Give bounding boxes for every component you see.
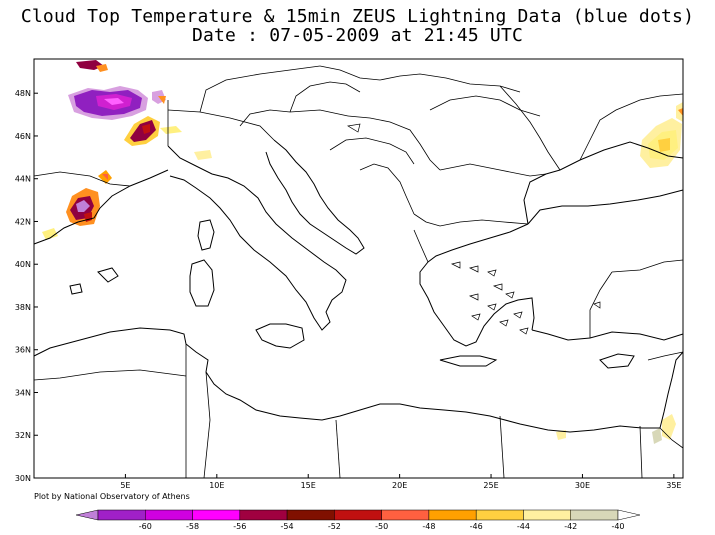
lat-tick-label: 46N	[15, 132, 31, 141]
map-date: Date : 07-05-2009 at 21:45 UTC	[191, 25, 524, 46]
colorbar-segment	[286, 509, 335, 521]
colorbar-label: -52	[328, 522, 341, 531]
aegean-islands	[347, 123, 601, 335]
lon-tick-label: 35E	[666, 481, 681, 490]
cloud-top-patches	[42, 60, 683, 444]
colorbar: -60 -58 -56 -54 -52 -50 -48 -46 -44 -42 -40	[75, 509, 641, 531]
lon-tick-label: 30E	[575, 481, 590, 490]
country-borders	[33, 65, 684, 479]
colorbar-segment	[570, 509, 619, 521]
lon-tick-label: 25E	[483, 481, 498, 490]
colorbar-label: -60	[139, 522, 152, 531]
colorbar-segment	[475, 509, 524, 521]
map-frame	[33, 58, 684, 479]
credit-text: Plot by National Observatory of Athens	[34, 492, 190, 501]
lat-tick-label: 48N	[15, 89, 31, 98]
colorbar-segment	[192, 509, 241, 521]
colorbar-label: -44	[517, 522, 530, 531]
colorbar-label: -46	[470, 522, 483, 531]
lon-tick-label: 15E	[301, 481, 316, 490]
latitude-axis: 48N 46N 44N 42N 40N 38N 36N 34N 32N 30N	[15, 89, 38, 483]
colorbar-label: -56	[233, 522, 246, 531]
lon-tick-label: 20E	[392, 481, 407, 490]
lat-tick-label: 30N	[15, 474, 31, 483]
colorbar-label: -50	[375, 522, 388, 531]
colorbar-segment	[145, 509, 193, 521]
colorbar-segment	[523, 509, 571, 521]
colorbar-label: -40	[611, 522, 624, 531]
colorbar-segment	[428, 509, 477, 521]
lon-tick-label: 10E	[209, 481, 224, 490]
lat-tick-label: 32N	[15, 431, 31, 440]
coastlines	[33, 139, 684, 433]
map-title: Cloud Top Temperature & 15min ZEUS Light…	[20, 6, 695, 27]
colorbar-segment	[334, 509, 382, 521]
map-background	[34, 59, 683, 478]
colorbar-segment	[97, 509, 146, 521]
lon-tick-label: 5E	[120, 481, 130, 490]
colorbar-label: -48	[422, 522, 435, 531]
longitude-axis: 5E 10E 15E 20E 25E 30E 35E	[120, 474, 681, 490]
colorbar-segment	[381, 509, 430, 521]
lat-tick-label: 42N	[15, 217, 31, 226]
lat-tick-label: 44N	[15, 175, 31, 184]
lat-tick-label: 40N	[15, 260, 31, 269]
colorbar-label: -54	[281, 522, 294, 531]
colorbar-segment	[239, 509, 288, 521]
map-content	[33, 58, 684, 479]
lat-tick-label: 38N	[15, 303, 31, 312]
colorbar-label: -42	[564, 522, 577, 531]
colorbar-segment	[75, 509, 99, 521]
lat-tick-label: 36N	[15, 346, 31, 355]
colorbar-segment	[617, 509, 641, 521]
lat-tick-label: 34N	[15, 388, 31, 397]
colorbar-label: -58	[186, 522, 199, 531]
